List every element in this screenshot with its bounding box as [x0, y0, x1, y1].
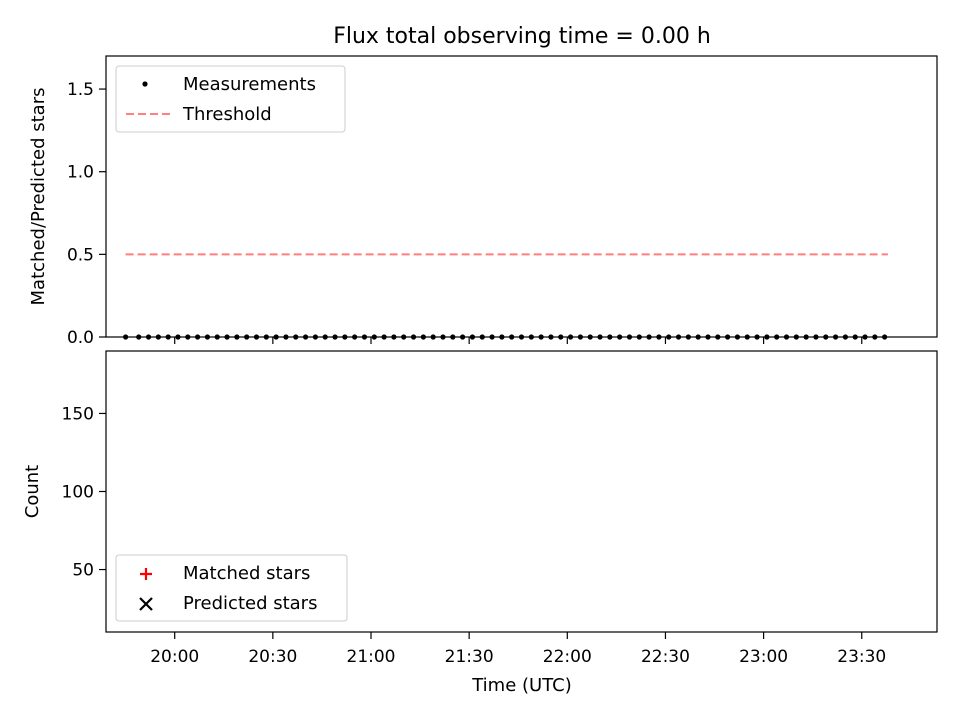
x-tick-label: 22:30 — [641, 647, 690, 667]
y-tick-label: 1.5 — [67, 80, 94, 100]
top-title: Flux total observing time = 0.00 h — [333, 24, 711, 49]
legend-predicted-label: Predicted stars — [183, 593, 317, 614]
y-tick-label: 100 — [62, 483, 94, 503]
x-tick-label: 23:00 — [739, 647, 788, 667]
top-legend: Measurements Threshold — [115, 65, 346, 133]
legend-matched-label: Matched stars — [183, 563, 310, 584]
legend-predicted-marker — [139, 597, 153, 611]
x-tick-label: 20:30 — [248, 647, 297, 667]
y-tick-label: 0.5 — [67, 245, 94, 265]
x-tick-label: 20:00 — [150, 647, 199, 667]
legend-measurements-marker — [142, 81, 148, 87]
bottom-x-axis-label: Time (UTC) — [471, 675, 572, 696]
top-plot-area — [123, 253, 888, 340]
bottom-y-ticks: 50 100 150 — [62, 404, 106, 581]
x-tick-label: 21:30 — [445, 647, 494, 667]
bottom-legend: Matched stars Predicted stars — [115, 554, 348, 622]
top-axes-frame — [105, 55, 938, 338]
y-tick-label: 1.0 — [67, 163, 94, 183]
legend-measurements-label: Measurements — [183, 74, 316, 95]
top-y-ticks: 0.0 0.5 1.0 1.5 — [67, 80, 106, 348]
bottom-x-ticks: 20:00 20:30 21:00 21:30 22:00 22:30 23:00 23:30 — [150, 632, 886, 667]
bottom-y-axis-label: Count — [22, 465, 43, 518]
top-x-ticks — [174, 337, 863, 344]
y-tick-label: 150 — [62, 404, 94, 424]
legend-threshold-label: Threshold — [182, 104, 272, 125]
top-legend-frame — [115, 65, 346, 133]
x-tick-label: 22:00 — [543, 647, 592, 667]
legend-matched-marker — [140, 568, 152, 580]
x-tick-label: 21:00 — [347, 647, 396, 667]
y-tick-label: 50 — [72, 561, 94, 581]
x-tick-label: 23:30 — [837, 647, 886, 667]
y-tick-label: 0.0 — [67, 328, 94, 348]
top-y-axis-label: Matched/Predicted stars — [28, 88, 49, 306]
bottom-legend-frame — [115, 554, 348, 622]
